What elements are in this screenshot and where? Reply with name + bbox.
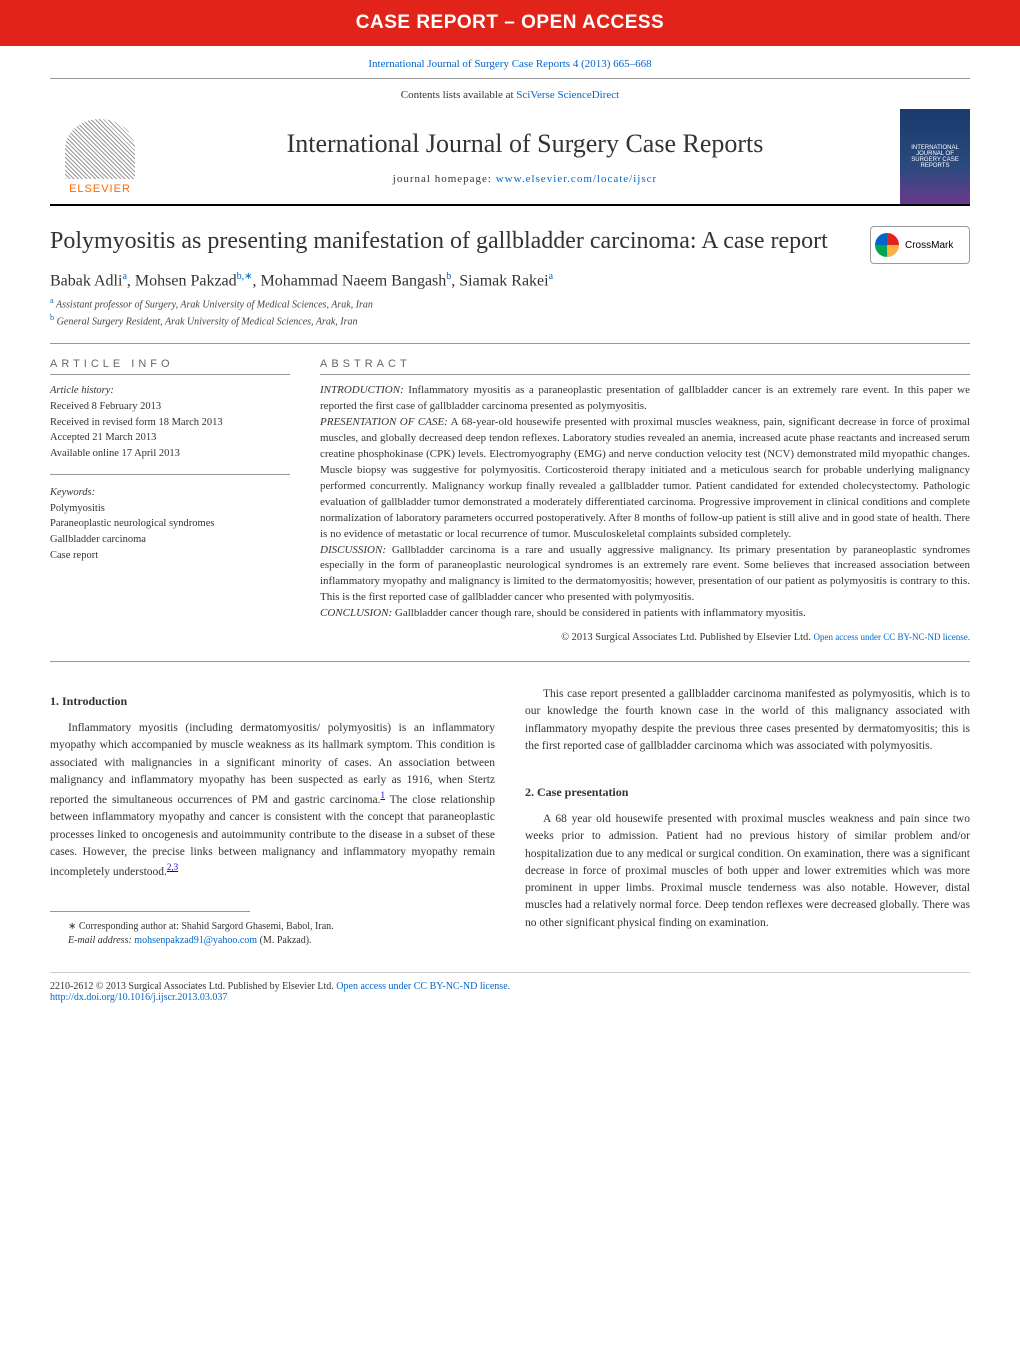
article-title-section: Polymyositis as presenting manifestation… bbox=[50, 226, 970, 257]
open-access-banner: CASE REPORT – OPEN ACCESS bbox=[0, 0, 1020, 46]
homepage-link[interactable]: www.elsevier.com/locate/ijscr bbox=[496, 173, 657, 185]
journal-title: International Journal of Surgery Case Re… bbox=[150, 129, 900, 159]
history-label: Article history: bbox=[50, 385, 114, 396]
affil-b: General Surgery Resident, Arak Universit… bbox=[54, 316, 357, 327]
affil-a: Assistant professor of Surgery, Arak Uni… bbox=[54, 299, 373, 310]
footnote-separator bbox=[50, 911, 250, 912]
copyright-line: © 2013 Surgical Associates Ltd. Publishe… bbox=[320, 632, 970, 643]
case-heading: 2. Case presentation bbox=[525, 783, 970, 801]
footnote-email-link[interactable]: mohsenpakzad91@yahoo.com bbox=[134, 935, 257, 946]
crossmark-badge[interactable]: CrossMark bbox=[870, 226, 970, 264]
author-4-sup: a bbox=[549, 271, 553, 282]
footer-doi-link[interactable]: http://dx.doi.org/10.1016/j.ijscr.2013.0… bbox=[50, 992, 227, 1003]
journal-header: Contents lists available at SciVerse Sci… bbox=[50, 78, 970, 206]
keywords-block: Keywords: Polymyositis Paraneoplastic ne… bbox=[50, 485, 290, 564]
contents-prefix: Contents lists available at bbox=[401, 89, 516, 101]
contents-line: Contents lists available at SciVerse Sci… bbox=[50, 89, 970, 109]
body-left-column: 1. Introduction Inflammatory myositis (i… bbox=[50, 686, 495, 948]
license-link[interactable]: Open access under CC BY-NC-ND license. bbox=[814, 632, 970, 642]
intro-paragraph-1: Inflammatory myositis (including dermato… bbox=[50, 720, 495, 881]
elsevier-tree-icon bbox=[65, 119, 135, 179]
author-2: Mohsen Pakzad bbox=[135, 273, 237, 290]
elsevier-label: ELSEVIER bbox=[69, 183, 131, 195]
footer: 2210-2612 © 2013 Surgical Associates Ltd… bbox=[50, 972, 970, 1003]
keywords-label: Keywords: bbox=[50, 487, 95, 498]
abstract-text: INTRODUCTION: Inflammatory myositis as a… bbox=[320, 383, 970, 622]
history-online: Available online 17 April 2013 bbox=[50, 448, 180, 459]
abstract-case: A 68-year-old housewife presented with p… bbox=[320, 416, 970, 540]
abstract-case-label: PRESENTATION OF CASE: bbox=[320, 416, 448, 428]
keyword-0: Polymyositis bbox=[50, 503, 105, 514]
history-revised: Received in revised form 18 March 2013 bbox=[50, 417, 223, 428]
footnote-email-label: E-mail address: bbox=[68, 935, 134, 946]
crossmark-label: CrossMark bbox=[905, 240, 953, 251]
abstract-conc: Gallbladder cancer though rare, should b… bbox=[392, 607, 806, 619]
author-3: Mohammad Naeem Bangash bbox=[261, 273, 447, 290]
keyword-2: Gallbladder carcinoma bbox=[50, 534, 146, 545]
author-2-sup: b,∗ bbox=[237, 271, 253, 282]
article-info-column: ARTICLE INFO Article history: Received 8… bbox=[50, 358, 290, 643]
intro-p1b: The close relationship between inflammat… bbox=[50, 794, 495, 878]
footnote-email-suffix: (M. Pakzad). bbox=[257, 935, 311, 946]
authors-line: Babak Adlia, Mohsen Pakzadb,∗, Mohammad … bbox=[50, 271, 970, 290]
author-1-sup: a bbox=[122, 271, 126, 282]
copyright-text: © 2013 Surgical Associates Ltd. Publishe… bbox=[561, 632, 813, 643]
abstract-intro: Inflammatory myositis as a paraneoplasti… bbox=[320, 384, 970, 412]
history-received: Received 8 February 2013 bbox=[50, 401, 161, 412]
article-history: Article history: Received 8 February 201… bbox=[50, 383, 290, 462]
journal-homepage: journal homepage: www.elsevier.com/locat… bbox=[150, 173, 900, 185]
author-3-sup: b bbox=[446, 271, 451, 282]
abstract-disc: Gallbladder carcinoma is a rare and usua… bbox=[320, 544, 970, 604]
body-columns: 1. Introduction Inflammatory myositis (i… bbox=[50, 686, 970, 948]
ref-2-3-link[interactable]: 2,3 bbox=[167, 862, 178, 872]
sciencedirect-link[interactable]: SciVerse ScienceDirect bbox=[516, 89, 619, 101]
header-main-row: ELSEVIER International Journal of Surger… bbox=[50, 109, 970, 204]
abstract-disc-label: DISCUSSION: bbox=[320, 544, 386, 556]
meta-abstract-row: ARTICLE INFO Article history: Received 8… bbox=[50, 358, 970, 662]
intro-paragraph-2: This case report presented a gallbladder… bbox=[525, 686, 970, 755]
body-right-column: This case report presented a gallbladder… bbox=[525, 686, 970, 948]
abstract-label: ABSTRACT bbox=[320, 358, 970, 375]
history-accepted: Accepted 21 March 2013 bbox=[50, 432, 156, 443]
footer-license-link[interactable]: Open access under CC BY-NC-ND license. bbox=[336, 981, 510, 992]
meta-divider bbox=[50, 474, 290, 475]
intro-heading: 1. Introduction bbox=[50, 692, 495, 710]
crossmark-icon bbox=[875, 233, 899, 257]
keyword-1: Paraneoplastic neurological syndromes bbox=[50, 518, 214, 529]
homepage-prefix: journal homepage: bbox=[393, 173, 496, 185]
case-paragraph-1: A 68 year old housewife presented with p… bbox=[525, 811, 970, 932]
journal-reference: International Journal of Surgery Case Re… bbox=[0, 46, 1020, 78]
abstract-conc-label: CONCLUSION: bbox=[320, 607, 392, 619]
elsevier-logo[interactable]: ELSEVIER bbox=[50, 112, 150, 202]
corresponding-author-footnote: ∗ Corresponding author at: Shahid Sargor… bbox=[50, 920, 495, 948]
abstract-column: ABSTRACT INTRODUCTION: Inflammatory myos… bbox=[320, 358, 970, 643]
footnote-corr: ∗ Corresponding author at: Shahid Sargor… bbox=[68, 921, 334, 932]
footer-issn: 2210-2612 © 2013 Surgical Associates Ltd… bbox=[50, 981, 336, 992]
abstract-intro-label: INTRODUCTION: bbox=[320, 384, 404, 396]
keyword-3: Case report bbox=[50, 550, 98, 561]
article-info-label: ARTICLE INFO bbox=[50, 358, 290, 375]
article-title: Polymyositis as presenting manifestation… bbox=[50, 226, 970, 257]
affiliations: a Assistant professor of Surgery, Arak U… bbox=[50, 295, 970, 330]
journal-cover-thumbnail[interactable]: INTERNATIONAL JOURNAL OF SURGERY CASE RE… bbox=[900, 109, 970, 204]
author-1: Babak Adli bbox=[50, 273, 122, 290]
journal-title-block: International Journal of Surgery Case Re… bbox=[150, 129, 900, 185]
author-4: Siamak Rakei bbox=[459, 273, 548, 290]
divider bbox=[50, 343, 970, 344]
